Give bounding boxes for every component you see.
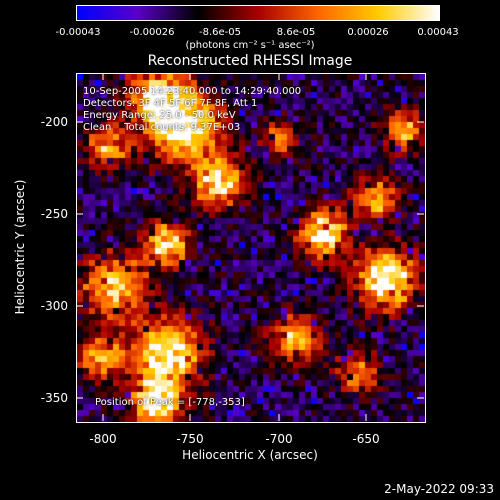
colorbar-tick: 0.00043 [417,27,459,38]
x-axis-label: Heliocentric X (arcsec) [182,448,318,462]
annotation-energy-range: Energy Range: 25.0 - 50.0 keV [83,110,236,121]
colorbar-tick: 0.00026 [347,27,389,38]
y-tick-label: -200 [40,115,68,129]
y-axis-label: Heliocentric Y (arcsec) [13,179,27,315]
colorbar-tick: 8.6e-05 [276,27,316,38]
colorbar-unit-label: (photons cm⁻² s⁻¹ asec⁻²) [185,40,315,51]
x-tick-label: -650 [352,432,380,446]
annotation-peak-position: Position of Peak = [-778,-353] [95,397,245,408]
y-tick-label: -300 [40,299,68,313]
image-plot-area: 10-Sep-2005 14:23:40.000 to 14:29:40.000… [76,73,426,423]
rhessi-image [77,74,425,422]
x-tick-label: -750 [176,432,204,446]
footer-timestamp: 2-May-2022 09:33 [384,482,494,496]
x-tick-label: -800 [89,432,117,446]
y-tick-label: -250 [40,207,68,221]
colorbar-tick: -0.00026 [129,27,175,38]
colorbar [76,5,440,21]
plot-title: Reconstructed RHESSI Image [147,53,353,69]
annotation-detectors: Detectors: 3F 4F 5F 6F 7F 8F, Att 1 [83,98,258,109]
x-tick-label: -700 [265,432,293,446]
annotation-time-range: 10-Sep-2005 14:23:40.000 to 14:29:40.000 [83,86,302,97]
colorbar-tick: -8.6e-05 [199,27,241,38]
colorbar-tick: -0.00043 [55,27,101,38]
y-tick-label: -350 [40,391,68,405]
annotation-clean-counts: Clean Total counts: 9.37E+03 [83,122,241,133]
